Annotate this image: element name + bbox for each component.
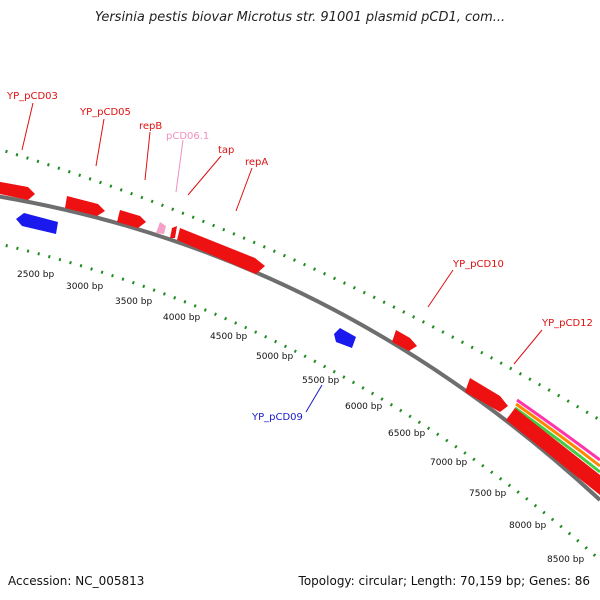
- pseudo-gene-arrow: [156, 222, 166, 234]
- scale-label: 6000 bp: [345, 402, 382, 412]
- gene-arrow: [0, 181, 35, 200]
- scale-label: 4000 bp: [163, 313, 200, 323]
- gene-arrow: [170, 226, 177, 238]
- gene-label-yp-pcd03: YP_pCD03: [6, 91, 58, 102]
- gene-arrow: [465, 378, 508, 412]
- gene-arrow: [16, 213, 58, 234]
- gene-label-yp-pcd12: YP_pCD12: [541, 318, 593, 329]
- gene-label-repb: repB: [139, 121, 162, 132]
- gene-arrow: [177, 228, 265, 274]
- plasmid-backbone: [0, 194, 600, 502]
- gene-arrow: [65, 196, 105, 216]
- scale-labels: 2500 bp 3000 bp 3500 bp 4000 bp 4500 bp …: [17, 270, 584, 565]
- forward-genes: [0, 181, 600, 495]
- scale-label: 3000 bp: [66, 282, 103, 292]
- scale-label: 7500 bp: [469, 489, 506, 499]
- gene-label-yp-pcd09: YP_pCD09: [251, 412, 303, 423]
- reverse-genes: [16, 213, 356, 348]
- gene-arrow: [392, 330, 417, 351]
- gene-labels: YP_pCD03 YP_pCD05 repB pCD06.1 tap repA …: [6, 91, 593, 423]
- scale-label: 5000 bp: [256, 352, 293, 362]
- gene-arrow: [117, 210, 146, 228]
- gene-label-yp-pcd10: YP_pCD10: [452, 259, 504, 270]
- gene-label-repa: repA: [245, 157, 268, 168]
- label-leaders: [21, 102, 543, 413]
- scale-label: 4500 bp: [210, 332, 247, 342]
- gene-label-tap: tap: [218, 145, 234, 156]
- scale-label: 8500 bp: [547, 555, 584, 565]
- scale-label: 6500 bp: [388, 429, 425, 439]
- gene-arrow: [334, 328, 356, 348]
- map-title: Yersinia pestis biovar Microtus str. 910…: [94, 10, 506, 25]
- accession-text: Accession: NC_005813: [8, 574, 145, 588]
- scale-label: 8000 bp: [509, 521, 546, 531]
- gene-label-pcd06-1: pCD06.1: [166, 131, 209, 142]
- scale-label: 2500 bp: [17, 270, 54, 280]
- scale-label: 5500 bp: [302, 376, 339, 386]
- gene-label-yp-pcd05: YP_pCD05: [79, 107, 131, 118]
- scale-label: 3500 bp: [115, 297, 152, 307]
- scale-label: 7000 bp: [430, 458, 467, 468]
- gene-arrow: [506, 408, 600, 495]
- topology-summary-text: Topology: circular; Length: 70,159 bp; G…: [298, 574, 590, 588]
